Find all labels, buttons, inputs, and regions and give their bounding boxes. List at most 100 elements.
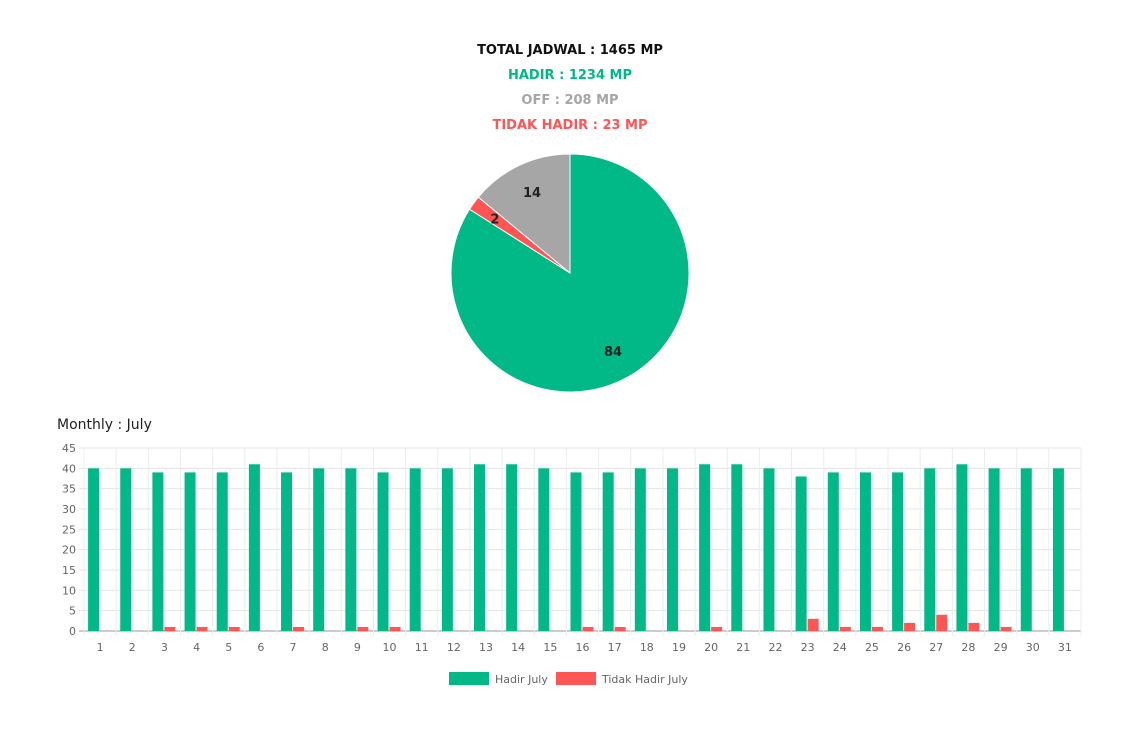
summary-off: OFF : 208 MP	[521, 93, 619, 108]
x-tick-label: 3	[161, 641, 168, 654]
bar-hadir	[699, 464, 711, 631]
bar-tidak-hadir	[196, 626, 208, 631]
x-tick-label: 30	[1026, 641, 1040, 654]
y-tick-label: 40	[62, 462, 76, 475]
y-tick-label: 15	[62, 564, 76, 577]
x-tick-label: 6	[257, 641, 264, 654]
monthly-title: Monthly : July	[57, 417, 152, 433]
x-tick-label: 7	[290, 641, 297, 654]
bar-tidak-hadir	[1000, 626, 1012, 631]
x-tick-label: 26	[897, 641, 911, 654]
bar-hadir	[988, 468, 1000, 631]
x-tick-label: 20	[704, 641, 718, 654]
bar-tidak-hadir	[614, 626, 626, 631]
x-tick-label: 17	[608, 641, 622, 654]
bar-hadir	[88, 468, 100, 631]
bar-hadir	[892, 472, 904, 631]
pie-label-hadir: 84	[604, 345, 622, 360]
bar-hadir	[859, 472, 871, 631]
x-tick-label: 23	[801, 641, 815, 654]
bar-hadir	[441, 468, 453, 631]
y-tick-label: 20	[62, 544, 76, 557]
x-tick-label: 1	[97, 641, 104, 654]
bar-hadir	[827, 472, 839, 631]
x-tick-label: 24	[833, 641, 847, 654]
pie-slice-off	[477, 153, 571, 275]
bar-hadir	[570, 472, 582, 631]
bar-hadir	[152, 472, 164, 631]
x-tick-label: 2	[129, 641, 136, 654]
bar-hadir	[666, 468, 678, 631]
legend-swatch-hadir	[449, 672, 489, 685]
x-tick-label: 5	[225, 641, 232, 654]
bar-tidak-hadir	[711, 626, 723, 631]
y-tick-label: 45	[62, 442, 76, 455]
x-tick-label: 8	[322, 641, 329, 654]
bar-hadir	[1052, 468, 1064, 631]
bar-tidak-hadir	[904, 622, 916, 631]
bar-hadir	[216, 472, 228, 631]
bar-hadir	[409, 468, 421, 631]
bar-tidak-hadir	[839, 626, 851, 631]
bar-tidak-hadir	[871, 626, 883, 631]
bar-hadir	[377, 472, 389, 631]
x-tick-label: 21	[736, 641, 750, 654]
bar-hadir	[956, 464, 968, 631]
bar-tidak-hadir	[582, 626, 594, 631]
x-tick-label: 10	[383, 641, 397, 654]
x-tick-label: 14	[511, 641, 525, 654]
bar-hadir	[1020, 468, 1032, 631]
x-tick-label: 22	[768, 641, 782, 654]
bar-hadir	[313, 468, 325, 631]
bar-hadir	[281, 472, 293, 631]
legend-swatch-tidak-hadir	[556, 672, 596, 685]
bar-hadir	[924, 468, 936, 631]
x-tick-label: 16	[576, 641, 590, 654]
pie-label-off: 14	[523, 186, 541, 201]
y-tick-label: 5	[69, 605, 76, 618]
x-tick-label: 12	[447, 641, 461, 654]
x-tick-label: 19	[672, 641, 686, 654]
summary-total: TOTAL JADWAL : 1465 MP	[477, 43, 663, 58]
bar-tidak-hadir	[293, 626, 305, 631]
x-tick-label: 25	[865, 641, 879, 654]
bar-hadir	[602, 472, 614, 631]
bar-tidak-hadir	[968, 622, 980, 631]
x-tick-label: 18	[640, 641, 654, 654]
y-tick-label: 30	[62, 503, 76, 516]
x-tick-label: 11	[415, 641, 429, 654]
bar-hadir	[731, 464, 743, 631]
bar-hadir	[345, 468, 357, 631]
bar-hadir	[506, 464, 518, 631]
bar-tidak-hadir	[936, 614, 948, 631]
bar-tidak-hadir	[357, 626, 369, 631]
bar-hadir	[120, 468, 132, 631]
x-tick-label: 31	[1058, 641, 1072, 654]
attendance-pie-chart: 84 2 14	[450, 153, 690, 393]
bar-hadir	[474, 464, 486, 631]
bar-tidak-hadir	[164, 626, 176, 631]
legend-label-tidak-hadir: Tidak Hadir July	[601, 673, 688, 686]
bar-tidak-hadir	[389, 626, 401, 631]
bar-tidak-hadir	[807, 618, 819, 631]
x-tick-label: 4	[193, 641, 200, 654]
summary-tidak-hadir: TIDAK HADIR : 23 MP	[492, 118, 648, 133]
x-tick-label: 9	[354, 641, 361, 654]
x-tick-label: 27	[929, 641, 943, 654]
y-tick-label: 10	[62, 584, 76, 597]
bar-hadir	[538, 468, 550, 631]
bar-hadir	[634, 468, 646, 631]
pie-label-tidak_hadir: 2	[490, 212, 499, 227]
x-tick-label: 15	[543, 641, 557, 654]
bar-hadir	[795, 476, 807, 631]
y-tick-label: 25	[62, 523, 76, 536]
y-tick-label: 35	[62, 483, 76, 496]
x-tick-label: 13	[479, 641, 493, 654]
legend-label-hadir: Hadir July	[495, 673, 548, 686]
x-tick-label: 28	[961, 641, 975, 654]
x-tick-label: 29	[994, 641, 1008, 654]
bar-hadir	[184, 472, 196, 631]
bar-hadir	[248, 464, 260, 631]
y-tick-label: 0	[69, 625, 76, 638]
